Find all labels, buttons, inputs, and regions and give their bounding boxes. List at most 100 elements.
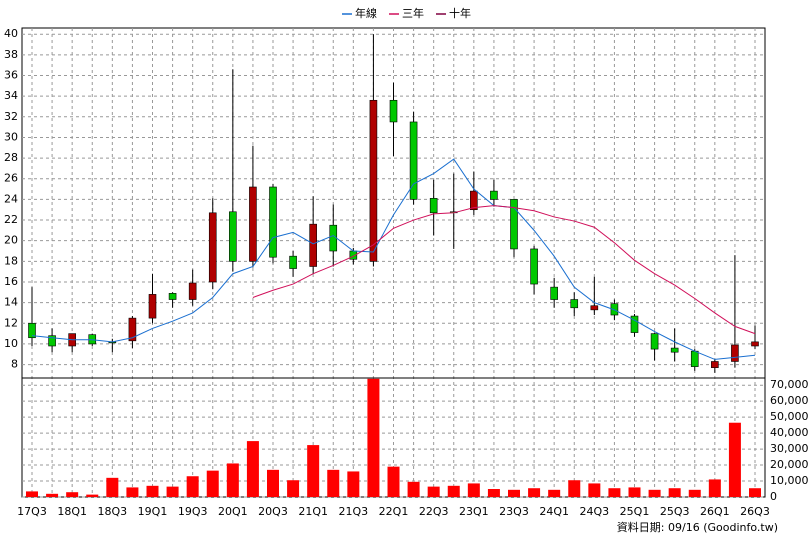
x-tick-label: 23Q1 bbox=[459, 505, 489, 518]
volume-bar bbox=[387, 466, 400, 497]
x-tick-label: 26Q1 bbox=[700, 505, 730, 518]
x-tick-label: 19Q3 bbox=[178, 505, 208, 518]
volume-bar bbox=[708, 479, 721, 497]
x-tick-label: 24Q1 bbox=[539, 505, 569, 518]
volume-bar bbox=[347, 471, 360, 497]
x-tick-label: 22Q1 bbox=[379, 505, 409, 518]
y-tick-label: 18 bbox=[4, 254, 18, 267]
candle-body bbox=[490, 190, 498, 200]
candle-body bbox=[470, 190, 478, 211]
y-tick-label: 24 bbox=[4, 192, 18, 205]
volume-bar bbox=[367, 378, 380, 497]
volume-bar bbox=[467, 483, 480, 497]
y2-tick-label: 70,000 bbox=[770, 378, 808, 391]
x-tick-label: 21Q1 bbox=[298, 505, 328, 518]
volume-bar bbox=[46, 493, 59, 497]
volume-bar bbox=[26, 491, 38, 497]
x-tick-label: 25Q3 bbox=[660, 505, 690, 518]
candle-body bbox=[88, 334, 97, 345]
y-tick-label: 8 bbox=[11, 358, 18, 371]
y-tick-label: 22 bbox=[4, 213, 18, 226]
candle-body bbox=[369, 99, 378, 262]
volume-bar bbox=[246, 441, 259, 497]
candle-body bbox=[28, 322, 36, 339]
volume-bar bbox=[146, 485, 159, 497]
y-tick-label: 26 bbox=[4, 172, 18, 185]
y-tick-label: 10 bbox=[4, 337, 18, 350]
ma-line bbox=[252, 205, 756, 335]
volume-bar bbox=[66, 492, 79, 497]
y-tick-label: 32 bbox=[4, 110, 18, 123]
volume-bar bbox=[608, 488, 621, 497]
volume-bar bbox=[287, 480, 300, 497]
volume-bar bbox=[668, 488, 681, 497]
candle-body bbox=[229, 211, 237, 262]
candle-body bbox=[570, 299, 579, 309]
volume-bar bbox=[186, 476, 199, 497]
volume-bar bbox=[226, 463, 239, 497]
x-tick-label: 17Q3 bbox=[17, 505, 47, 518]
candle-body bbox=[289, 255, 297, 269]
candle-body bbox=[168, 293, 177, 300]
candle-body bbox=[208, 212, 217, 283]
candle-body bbox=[409, 121, 418, 200]
y2-tick-label: 20,000 bbox=[770, 458, 808, 471]
y2-tick-label: 60,000 bbox=[770, 394, 808, 407]
volume-bar bbox=[86, 494, 99, 497]
volume-bar bbox=[628, 487, 641, 497]
volume-bar bbox=[648, 489, 661, 497]
candle-body bbox=[188, 282, 197, 300]
volume-bar bbox=[568, 480, 581, 497]
volume-bar bbox=[508, 489, 520, 497]
y2-tick-label: 40,000 bbox=[770, 426, 808, 439]
candle-body bbox=[650, 333, 659, 350]
candle-body bbox=[249, 186, 257, 262]
candle-body bbox=[429, 198, 438, 214]
candle-body bbox=[329, 224, 338, 252]
y-tick-label: 14 bbox=[4, 296, 18, 309]
x-tick-label: 22Q3 bbox=[419, 505, 449, 518]
volume-bar bbox=[487, 489, 500, 497]
y-tick-label: 16 bbox=[4, 275, 18, 288]
y-tick-label: 12 bbox=[4, 316, 18, 329]
volume-bar bbox=[126, 487, 139, 497]
volume-bar bbox=[728, 422, 741, 497]
volume-bar bbox=[447, 485, 460, 497]
candle-body bbox=[48, 335, 56, 347]
candle-body bbox=[731, 344, 739, 362]
y2-tick-label: 0 bbox=[770, 490, 777, 503]
candle-body bbox=[389, 99, 398, 123]
y-tick-label: 38 bbox=[4, 48, 18, 61]
volume-bar bbox=[327, 469, 340, 497]
y2-tick-label: 30,000 bbox=[770, 442, 808, 455]
y2-tick-label: 10,000 bbox=[770, 474, 808, 487]
volume-bar bbox=[528, 488, 541, 497]
x-tick-label: 20Q3 bbox=[258, 505, 288, 518]
volume-bar bbox=[307, 445, 320, 497]
volume-bar bbox=[106, 477, 119, 497]
volume-bar bbox=[267, 469, 279, 497]
y-tick-label: 30 bbox=[4, 130, 18, 143]
legend-label: 三年 bbox=[402, 6, 424, 20]
y-tick-label: 34 bbox=[4, 89, 18, 102]
y-tick-label: 36 bbox=[4, 68, 18, 81]
y2-tick-label: 50,000 bbox=[770, 410, 808, 423]
ma-line bbox=[31, 158, 756, 360]
volume-bar bbox=[407, 481, 420, 497]
y-tick-label: 20 bbox=[4, 234, 18, 247]
legend-label: 年線 bbox=[355, 6, 377, 20]
volume-bar bbox=[749, 488, 761, 497]
candle-body bbox=[751, 341, 759, 347]
candle-body bbox=[148, 294, 157, 319]
y-tick-label: 28 bbox=[4, 151, 18, 164]
candle-body bbox=[128, 317, 137, 342]
volume-bar bbox=[206, 470, 219, 497]
volume-bar bbox=[588, 483, 601, 497]
candle-body bbox=[711, 361, 719, 368]
x-tick-label: 18Q3 bbox=[98, 505, 128, 518]
x-tick-label: 21Q3 bbox=[339, 505, 369, 518]
x-tick-label: 18Q1 bbox=[57, 505, 87, 518]
x-tick-label: 19Q1 bbox=[138, 505, 168, 518]
volume-bar bbox=[548, 489, 561, 497]
